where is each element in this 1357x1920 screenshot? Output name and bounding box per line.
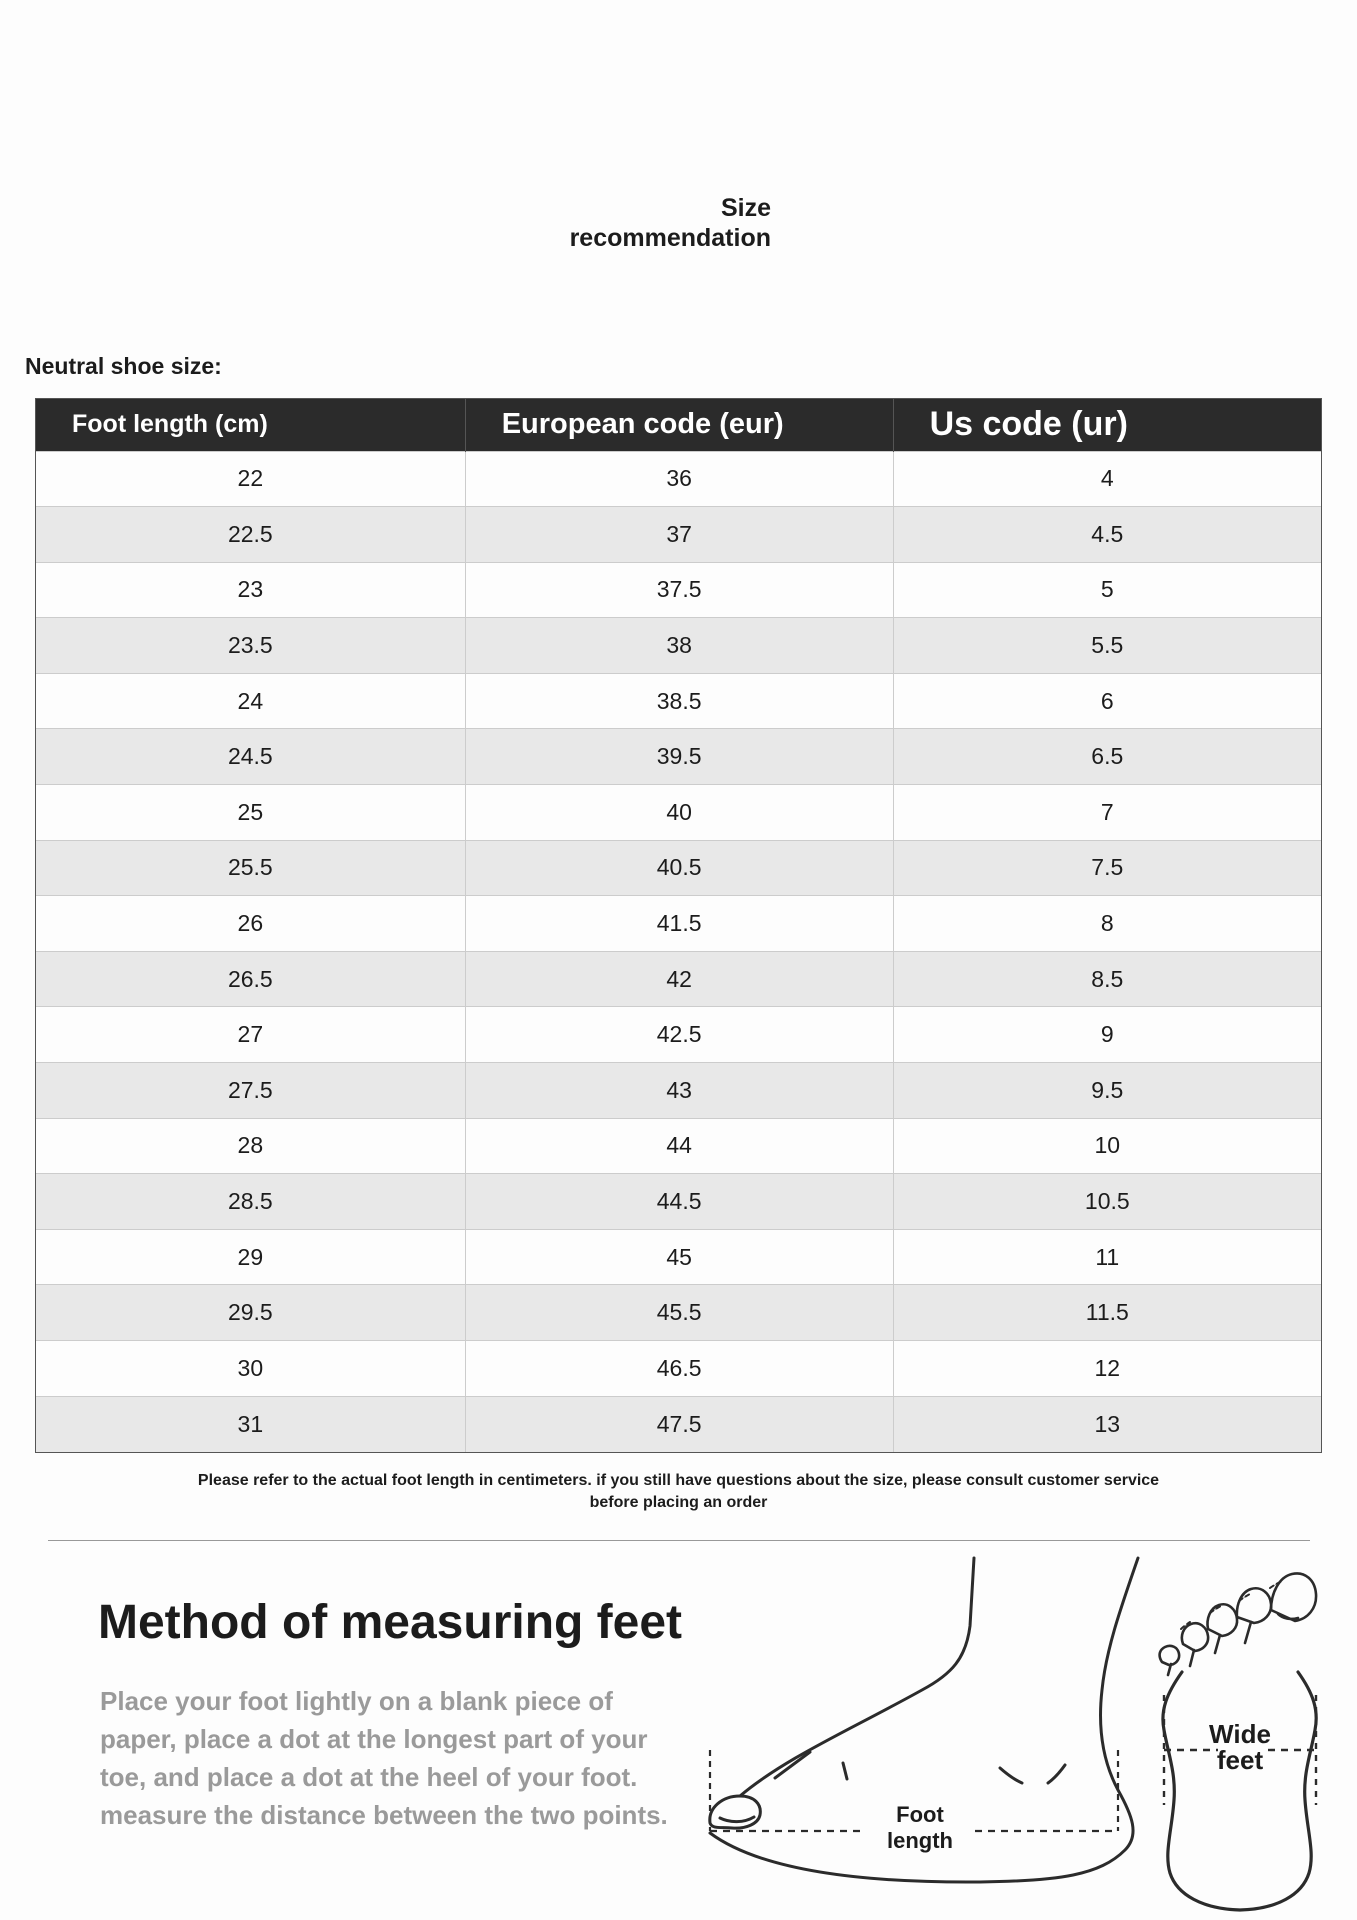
- svg-text:length: length: [887, 1828, 953, 1853]
- svg-text:Foot: Foot: [896, 1802, 944, 1827]
- svg-text:feet: feet: [1217, 1745, 1264, 1775]
